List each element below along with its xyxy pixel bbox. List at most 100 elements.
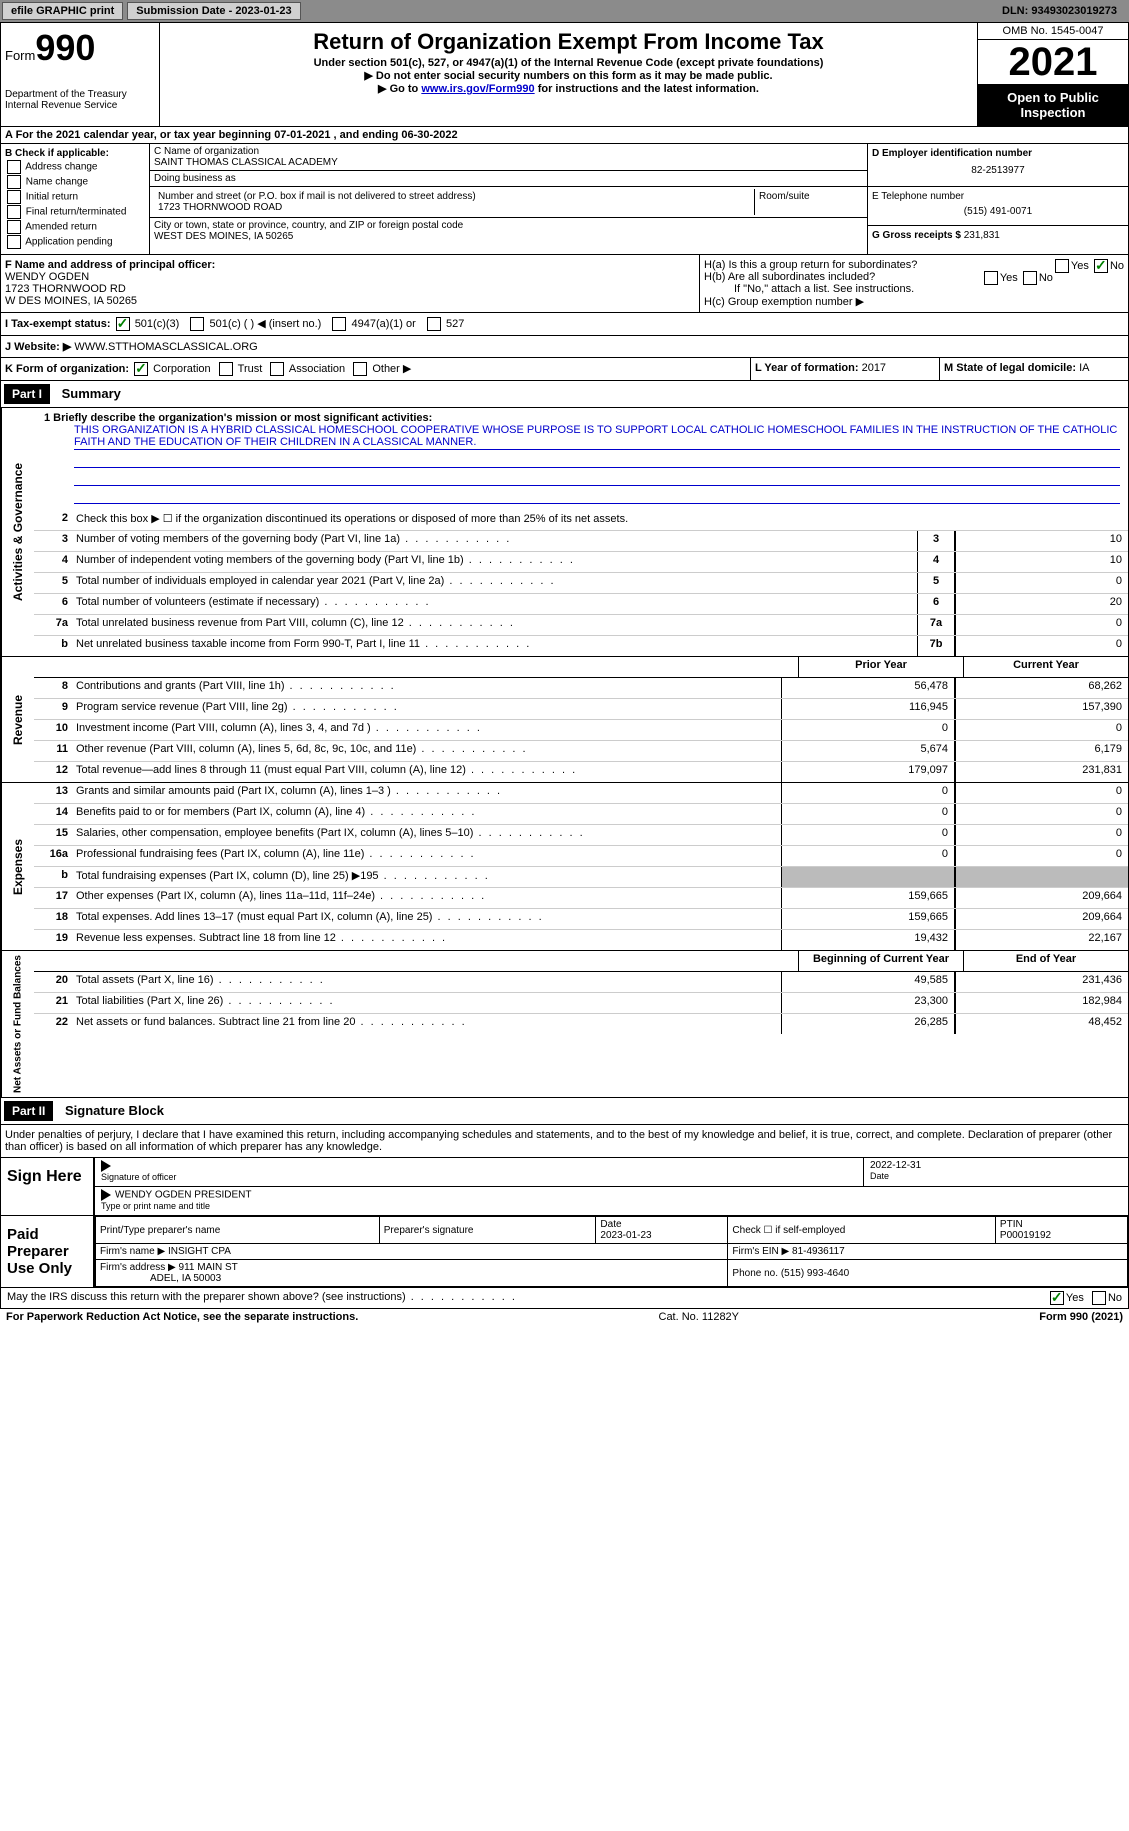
summary-line: 22Net assets or fund balances. Subtract …	[34, 1014, 1128, 1034]
checkbox-option[interactable]: Amended return	[5, 220, 145, 234]
submission-date: Submission Date - 2023-01-23	[127, 2, 300, 20]
dln: DLN: 93493023019273	[1002, 5, 1127, 17]
revenue-section: Revenue Prior Year Current Year 8Contrib…	[0, 657, 1129, 783]
self-employed-check[interactable]: Check ☐ if self-employed	[728, 1217, 996, 1244]
note-link: ▶ Go to www.irs.gov/Form990 for instruct…	[164, 82, 973, 95]
dept-treasury: Department of the Treasury Internal Reve…	[5, 89, 155, 111]
sign-here-block: Sign Here Signature of officer 2022-12-3…	[0, 1158, 1129, 1216]
officer-name: WENDY OGDEN	[5, 271, 695, 283]
note-ssn: ▶ Do not enter social security numbers o…	[164, 69, 973, 82]
paid-preparer-label: Paid Preparer Use Only	[1, 1216, 95, 1287]
part1-header: Part I Summary	[0, 381, 1129, 408]
form-subtitle: Under section 501(c), 527, or 4947(a)(1)…	[164, 57, 973, 69]
footer: For Paperwork Reduction Act Notice, see …	[0, 1309, 1129, 1325]
firm-name: INSIGHT CPA	[168, 1246, 231, 1257]
checkbox-option[interactable]: Address change	[5, 160, 145, 174]
netassets-section: Net Assets or Fund Balances Beginning of…	[0, 951, 1129, 1098]
ptin: P00019192	[1000, 1230, 1051, 1241]
street-address: 1723 THORNWOOD ROAD	[158, 202, 750, 213]
summary-line: bNet unrelated business taxable income f…	[34, 636, 1128, 656]
summary-line: 5Total number of individuals employed in…	[34, 573, 1128, 594]
summary-line: 20Total assets (Part X, line 16)49,58523…	[34, 972, 1128, 993]
end-year-header: End of Year	[963, 951, 1128, 971]
summary-line: 12Total revenue—add lines 8 through 11 (…	[34, 762, 1128, 782]
officer-label: F Name and address of principal officer:	[5, 259, 695, 271]
summary-line: 10Investment income (Part VIII, column (…	[34, 720, 1128, 741]
summary-line: 3Number of voting members of the governi…	[34, 531, 1128, 552]
paperwork-notice: For Paperwork Reduction Act Notice, see …	[6, 1311, 358, 1323]
governance-section: Activities & Governance 1 Briefly descri…	[0, 408, 1129, 657]
prep-date: 2023-01-23	[600, 1230, 651, 1241]
summary-line: 21Total liabilities (Part X, line 26)23,…	[34, 993, 1128, 1014]
cat-no: Cat. No. 11282Y	[358, 1311, 1039, 1323]
summary-line: 6Total number of volunteers (estimate if…	[34, 594, 1128, 615]
form-header: Form990 Department of the Treasury Inter…	[0, 22, 1129, 127]
open-inspection: Open to Public Inspection	[978, 84, 1128, 126]
paid-preparer-block: Paid Preparer Use Only Print/Type prepar…	[0, 1216, 1129, 1288]
mission-text: THIS ORGANIZATION IS A HYBRID CLASSICAL …	[74, 424, 1120, 450]
summary-line: 9Program service revenue (Part VIII, lin…	[34, 699, 1128, 720]
officer-addr1: 1723 THORNWOOD RD	[5, 283, 695, 295]
irs-link[interactable]: www.irs.gov/Form990	[421, 83, 534, 95]
efile-button[interactable]: efile GRAPHIC print	[2, 2, 123, 20]
summary-line: 17Other expenses (Part IX, column (A), l…	[34, 888, 1128, 909]
501c3-checkbox[interactable]	[116, 317, 130, 331]
checkbox-option[interactable]: Final return/terminated	[5, 205, 145, 219]
summary-line: 15Salaries, other compensation, employee…	[34, 825, 1128, 846]
firm-addr: 911 MAIN ST	[179, 1262, 238, 1273]
telephone: (515) 491-0071	[872, 202, 1124, 221]
mission-block: 1 Briefly describe the organization's mi…	[34, 408, 1128, 510]
checkbox-option[interactable]: Initial return	[5, 190, 145, 204]
firm-phone: (515) 993-4640	[781, 1268, 849, 1279]
prior-year-header: Prior Year	[798, 657, 963, 677]
expenses-label: Expenses	[1, 783, 34, 950]
ha-row: H(a) Is this a group return for subordin…	[704, 259, 1124, 271]
discuss-yes[interactable]	[1050, 1291, 1064, 1305]
form-number: Form990	[5, 27, 155, 69]
begin-year-header: Beginning of Current Year	[798, 951, 963, 971]
form-id: Form 990 (2021)	[1039, 1311, 1123, 1323]
netassets-label: Net Assets or Fund Balances	[1, 951, 34, 1097]
summary-line: bTotal fundraising expenses (Part IX, co…	[34, 867, 1128, 888]
checkbox-option[interactable]: Name change	[5, 175, 145, 189]
org-name: SAINT THOMAS CLASSICAL ACADEMY	[154, 157, 863, 168]
prep-sig-label: Preparer's signature	[379, 1217, 596, 1244]
current-year-header: Current Year	[963, 657, 1128, 677]
summary-line: 19Revenue less expenses. Subtract line 1…	[34, 930, 1128, 950]
row-klm: K Form of organization: Corporation Trus…	[0, 358, 1129, 381]
hb-note: If "No," attach a list. See instructions…	[704, 283, 1124, 295]
ein-label: D Employer identification number	[872, 148, 1124, 159]
line-2: Check this box ▶ ☐ if the organization d…	[74, 510, 1128, 530]
discuss-no[interactable]	[1092, 1291, 1106, 1305]
summary-line: 14Benefits paid to or for members (Part …	[34, 804, 1128, 825]
col-d: D Employer identification number 82-2513…	[867, 144, 1128, 254]
sign-here-label: Sign Here	[1, 1158, 95, 1215]
discuss-row: May the IRS discuss this return with the…	[0, 1288, 1129, 1309]
col-c: C Name of organization SAINT THOMAS CLAS…	[150, 144, 867, 254]
tel-label: E Telephone number	[872, 191, 1124, 202]
dba-label: Doing business as	[154, 173, 863, 184]
gross-receipts: 231,831	[964, 230, 1000, 241]
gross-label: G Gross receipts $	[872, 230, 961, 241]
ein: 82-2513977	[872, 159, 1124, 182]
officer-addr2: W DES MOINES, IA 50265	[5, 295, 695, 307]
checkbox-option[interactable]: Application pending	[5, 235, 145, 249]
expenses-section: Expenses 13Grants and similar amounts pa…	[0, 783, 1129, 951]
hc-row: H(c) Group exemption number ▶	[704, 295, 1124, 308]
website-row: J Website: ▶ WWW.STTHOMASCLASSICAL.ORG	[0, 336, 1129, 358]
officer-block: F Name and address of principal officer:…	[0, 255, 1129, 313]
part2-header: Part II Signature Block	[0, 1098, 1129, 1125]
firm-ein: 81-4936117	[792, 1246, 845, 1257]
summary-line: 11Other revenue (Part VIII, column (A), …	[34, 741, 1128, 762]
city-state-zip: WEST DES MOINES, IA 50265	[154, 231, 863, 242]
org-name-label: C Name of organization	[154, 146, 863, 157]
tax-status-row: I Tax-exempt status: 501(c)(3) 501(c) ( …	[0, 313, 1129, 336]
print-name-label: Print/Type preparer's name	[96, 1217, 380, 1244]
addr-label: Number and street (or P.O. box if mail i…	[158, 191, 750, 202]
city-label: City or town, state or province, country…	[154, 220, 863, 231]
top-bar: efile GRAPHIC print Submission Date - 20…	[0, 0, 1129, 22]
row-a: A For the 2021 calendar year, or tax yea…	[0, 127, 1129, 144]
sig-declaration: Under penalties of perjury, I declare th…	[0, 1125, 1129, 1158]
summary-line: 7aTotal unrelated business revenue from …	[34, 615, 1128, 636]
revenue-label: Revenue	[1, 657, 34, 782]
